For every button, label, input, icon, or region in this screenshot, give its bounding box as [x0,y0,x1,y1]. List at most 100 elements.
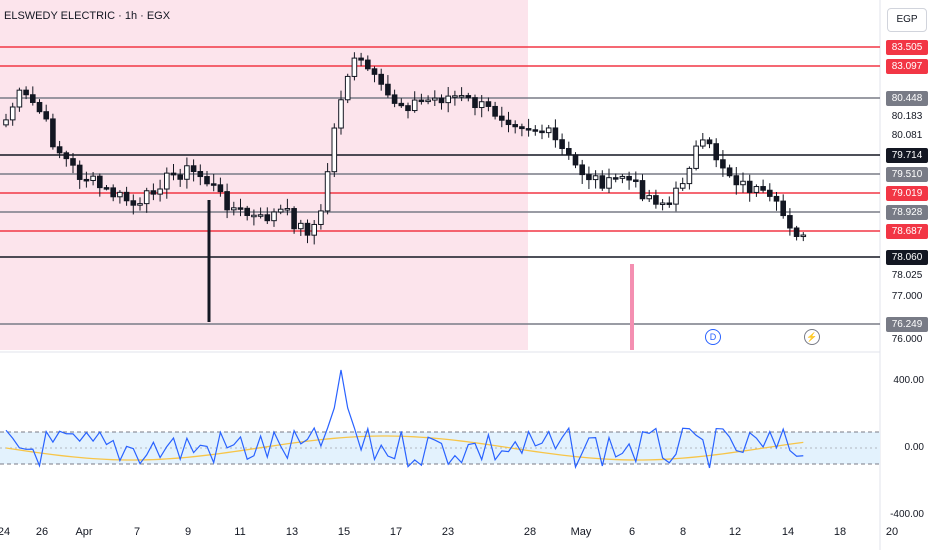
candle-body [445,95,451,104]
candle-body [478,101,485,109]
candle-body [97,175,103,189]
candle-body [525,128,532,131]
x-axis-label: 12 [728,526,742,538]
candle-body [753,186,760,193]
candle-body [465,95,472,99]
candle-body [331,127,338,173]
indicator-label-zero: 0.00 [904,442,924,453]
candle-body [324,171,331,212]
candle-body [304,222,311,236]
candle-body [472,97,478,109]
price-label-76-249: 76.249 [886,317,928,332]
candle-body [56,146,63,154]
candle-body [418,99,425,103]
candle-body [673,187,679,205]
candle-body [706,139,713,145]
candle-body [693,145,699,169]
x-axis-label: 28 [523,526,537,538]
earnings-marker[interactable]: ⚡ [804,329,820,345]
candle-body [438,97,445,104]
candle-body [130,200,137,206]
candle-body [458,95,465,98]
candle-body [793,227,800,237]
candle-body [224,191,230,211]
candle-body [157,188,163,195]
candle-body [177,174,183,180]
price-label-80-081: 80.081 [891,130,923,141]
price-label-78-928: 78.928 [886,205,928,220]
candle-body [143,190,150,205]
candle-body [391,94,398,104]
x-axis-label: 8 [679,526,687,538]
price-label-76-000: 76.000 [891,334,923,345]
candle-body [566,148,572,156]
candle-body [606,177,612,189]
candle-body [559,139,565,150]
candle-body [70,158,76,166]
candle-body [432,97,438,101]
candle-body [257,214,264,217]
candle-body [411,99,418,112]
candle-body [552,127,559,141]
candle-body [36,101,43,113]
candle-body [612,177,619,180]
x-axis-label: 24 [0,526,11,538]
candle-body [351,57,358,77]
indicator-label-bottom: -400.00 [890,509,924,520]
candle-body [217,184,224,193]
candle-body [760,186,766,191]
x-axis-label: 23 [441,526,455,538]
dividend-marker[interactable]: D [705,329,721,345]
candle-body [197,171,204,178]
candle-body [398,102,405,107]
indicator-label-top: 400.00 [893,375,924,386]
x-axis-label: 18 [833,526,847,538]
candle-body [452,95,458,98]
price-label-83-097: 83.097 [886,59,928,74]
candle-body [251,214,257,218]
candle-body [210,183,217,186]
candle-body [264,214,271,222]
currency-button[interactable]: EGP [887,8,927,32]
candle-body [378,73,384,85]
candle-body [666,202,673,205]
candle-body [170,172,177,176]
candle-body [539,130,545,134]
candle-body [338,99,344,129]
price-label-79-714: 79.714 [886,148,928,163]
candle-body [90,175,96,181]
candle-body [787,215,793,229]
candle-body [653,195,659,205]
candle-body [700,139,706,147]
candle-body [150,190,157,195]
candle-body [385,83,391,96]
candle-body [9,106,16,121]
candle-body [800,234,807,238]
candle-body [311,223,317,236]
candle-body [599,175,606,189]
candle-body [713,143,720,161]
price-label-83-505: 83.505 [886,40,928,55]
candle-body [371,68,378,75]
x-axis-label: 26 [35,526,49,538]
candle-body [365,59,371,70]
candle-body [485,101,492,107]
candle-body [76,164,83,180]
price-label-80-183: 80.183 [891,111,923,122]
candle-body [271,211,277,222]
candle-body [740,180,746,186]
candle-body [277,208,284,213]
candle-body [726,167,733,177]
price-label-78-025: 78.025 [891,270,923,281]
candle-body [110,187,117,198]
candle-body [237,207,244,210]
candle-body [780,200,787,217]
candle-body [244,207,250,216]
candle-body [103,187,110,190]
candle-body [358,57,364,61]
candle-body [204,176,210,185]
x-axis-label: 14 [781,526,795,538]
candle-body [117,191,123,198]
